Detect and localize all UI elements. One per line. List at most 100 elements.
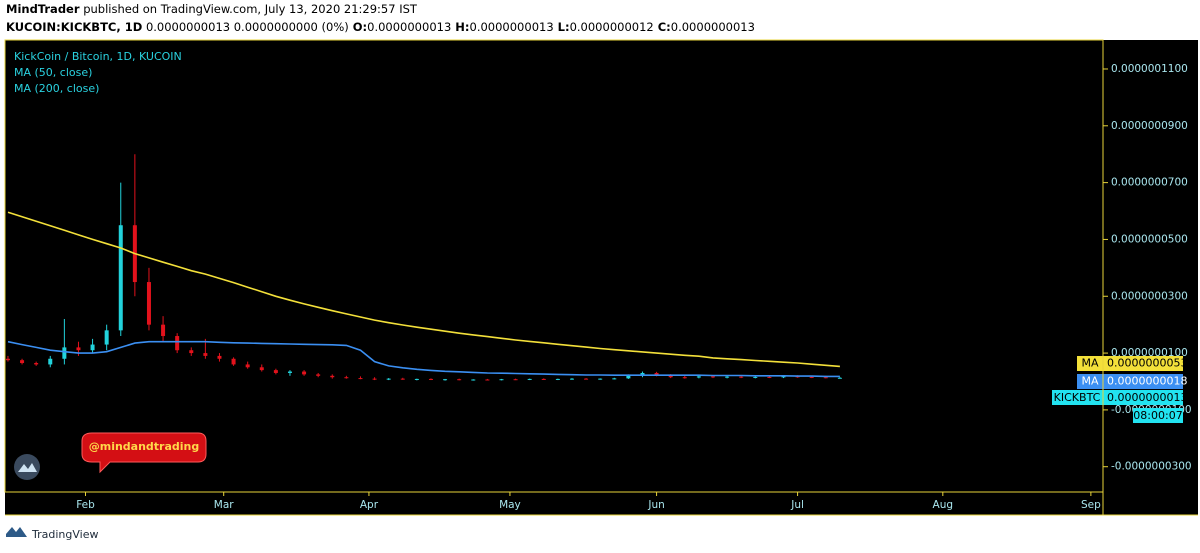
x-tick-label: May (499, 499, 521, 511)
symbol-tag: KICKBTC (1054, 391, 1101, 404)
candle-body (781, 376, 786, 378)
candle-body (837, 377, 842, 379)
candle-body (753, 376, 758, 378)
legend-entry: MA (50, close) (14, 66, 92, 79)
watermark: @mindandtrading (81, 432, 207, 474)
x-tick-label: Feb (76, 499, 95, 511)
x-tick-label: Aug (933, 499, 954, 511)
close-label: 0.0000000013 (1107, 391, 1187, 404)
countdown: 08:00:07 (1133, 409, 1182, 422)
candle-body (809, 376, 814, 378)
symbol: KUCOIN:KICKBTC, 1D (6, 20, 142, 34)
y-tick-label: 0.0000000300 (1111, 290, 1188, 302)
symbol-tag-bg (1052, 390, 1103, 405)
ohlc-value: 0.0000000012 (570, 20, 654, 34)
ohlc-label: C: (658, 20, 671, 34)
candle-body (739, 376, 744, 378)
candle-body (372, 378, 377, 380)
candle-body (217, 355, 222, 359)
price-tag-bg (1077, 374, 1103, 389)
candle-body (62, 347, 67, 359)
candle-body (513, 379, 518, 381)
candle-body (541, 378, 546, 380)
candle-body (823, 377, 828, 379)
candle-body (668, 375, 673, 378)
countdown-bg (1133, 408, 1183, 423)
candle-body (584, 378, 589, 380)
ma-line (7, 211, 840, 368)
watermark-bubble (81, 432, 207, 474)
candle-body (146, 282, 151, 325)
header-line-1: MindTrader published on TradingView.com,… (6, 2, 418, 16)
chart-title: KickCoin / Bitcoin, 1D, KUCOIN (14, 50, 182, 63)
candle-body (640, 372, 645, 376)
candle-body (457, 379, 462, 381)
ohlc-label: H: (455, 20, 469, 34)
candle-body (189, 350, 194, 354)
price-tag: MA (1081, 375, 1098, 388)
footer (0, 516, 1200, 553)
price-label-bg (1103, 356, 1183, 371)
candle-body (287, 371, 292, 373)
logo-mark (18, 463, 37, 472)
logo-circle (14, 454, 40, 480)
candle-body (626, 375, 631, 379)
price-label: 0.0000000053 (1107, 357, 1187, 370)
quote: 0.0000000013 0.0000000000 (0%) (146, 20, 349, 34)
candle-body (612, 378, 617, 380)
candle-body (175, 336, 180, 351)
price-tag-bg (1077, 356, 1103, 371)
y-tick-label: -0.0000000300 (1111, 461, 1192, 473)
header-line-2: KUCOIN:KICKBTC, 1D 0.0000000013 0.000000… (6, 20, 755, 34)
candle-body (555, 378, 560, 380)
candle-body (344, 377, 349, 379)
candle-body (259, 367, 264, 371)
candle-body (682, 377, 687, 379)
tv-logo (14, 454, 40, 480)
y-tick-label: 0.0000000700 (1111, 177, 1188, 189)
candle-body (443, 379, 448, 381)
candle-body (330, 375, 335, 378)
ohlc-value: 0.0000000013 (671, 20, 755, 34)
candle-body (386, 378, 391, 380)
axis-layer: 0.0000001100 0.0000000900 0.0000000700 0.00… (76, 63, 1191, 511)
y-tick-label: 0.0000000900 (1111, 120, 1188, 132)
ohlc-value: 0.0000000013 (470, 20, 554, 34)
candle-body (273, 370, 278, 373)
ohlc-value: 0.0000000013 (367, 20, 451, 34)
price-label-bg (1103, 374, 1183, 389)
candle-body (20, 360, 25, 364)
candle-body (245, 364, 250, 368)
candle-body (48, 358, 53, 365)
candle-body (203, 353, 208, 356)
candle-body (302, 371, 307, 375)
candle-body (231, 358, 236, 365)
ohlc-label: L: (558, 20, 570, 34)
candle-body (118, 225, 123, 331)
x-tick-label: Mar (214, 499, 234, 511)
candle-body (104, 330, 109, 345)
candle-body (34, 363, 39, 365)
candle-body (414, 378, 419, 380)
candle-body (767, 376, 772, 378)
candle-body (725, 376, 730, 378)
ma-line (7, 340, 840, 378)
candle-body (90, 344, 95, 351)
x-tick-label: Apr (360, 499, 379, 511)
candle-body (499, 379, 504, 381)
candle-body (400, 378, 405, 380)
candle-body (316, 374, 321, 376)
candle-body (569, 378, 574, 380)
y-tick-label: 0.0000000500 (1111, 233, 1188, 245)
legend-entry: MA (200, close) (14, 82, 99, 95)
candle-body (358, 378, 363, 380)
candle-body (710, 376, 715, 378)
candle-body (654, 372, 659, 376)
candle-body (527, 378, 532, 380)
x-tick-label: Jul (790, 499, 804, 511)
candle-body (696, 376, 701, 378)
candle-body (485, 379, 490, 381)
ohlc-label: O: (353, 20, 367, 34)
